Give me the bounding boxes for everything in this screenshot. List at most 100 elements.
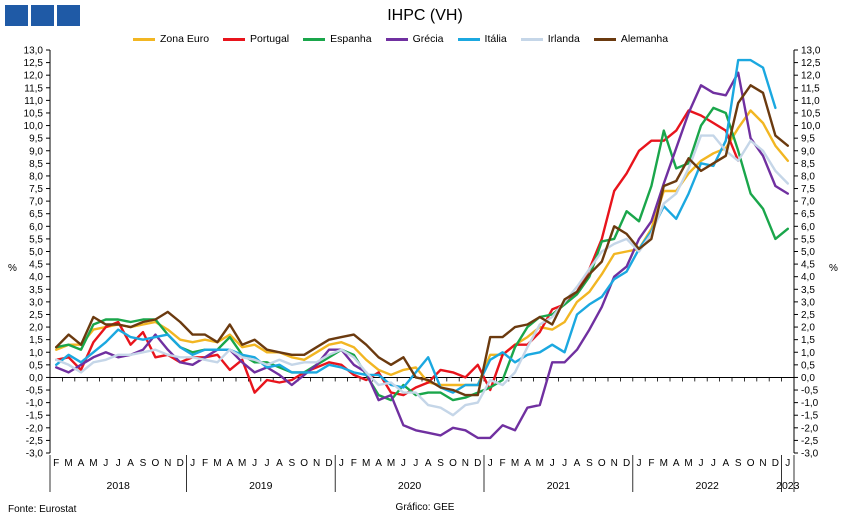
month-label: O: [598, 458, 606, 469]
y-tick-label-left: 12,5: [24, 58, 44, 69]
month-label: J: [103, 458, 108, 469]
month-label: M: [238, 458, 246, 469]
y-tick-label-left: 7,5: [29, 184, 43, 195]
month-label: F: [202, 458, 208, 469]
legend-swatch: [223, 37, 246, 41]
series-line: [55, 84, 789, 397]
y-tick-label-right: 4,0: [801, 272, 815, 283]
y-tick-label-right: -1,5: [801, 411, 819, 422]
series-line: [55, 71, 789, 440]
y-tick-label-left: -2,0: [26, 423, 44, 434]
month-label: M: [536, 458, 544, 469]
chart-credit: Gráfico: GEE: [395, 502, 455, 513]
month-label: J: [488, 458, 493, 469]
month-label: J: [339, 458, 344, 469]
month-label: A: [78, 458, 85, 469]
y-tick-label-left: 13,0: [24, 46, 44, 57]
month-label: N: [313, 458, 320, 469]
logo-block-2: [31, 5, 54, 26]
y-tick-label-left: 8,0: [29, 171, 43, 182]
y-tick-label-left: 8,5: [29, 159, 43, 170]
month-label: F: [351, 458, 357, 469]
y-tick-label-right: 0,5: [801, 360, 815, 371]
y-tick-label-left: 9,0: [29, 146, 43, 157]
month-label: J: [550, 458, 555, 469]
y-tick-label-left: 0,5: [29, 360, 43, 371]
chart-title: IHPC (VH): [387, 7, 463, 24]
y-axis-unit-right: %: [829, 263, 838, 274]
month-label: S: [140, 458, 147, 469]
y-tick-label-left: 11,0: [24, 96, 43, 107]
y-tick-label-right: 10,5: [801, 108, 821, 119]
y-tick-label-right: 11,0: [801, 96, 820, 107]
month-label: J: [413, 458, 418, 469]
month-label: M: [387, 458, 395, 469]
brand-logo: [5, 5, 80, 26]
y-tick-label-right: 7,5: [801, 184, 815, 195]
y-tick-label-right: 4,5: [801, 260, 815, 271]
y-tick-label-left: 3,0: [29, 297, 43, 308]
y-tick-label-right: -2,5: [801, 436, 819, 447]
month-label: A: [375, 458, 382, 469]
y-tick-label-left: 11,5: [24, 83, 43, 94]
y-tick-label-left: 10,0: [24, 121, 44, 132]
y-tick-label-right: 3,5: [801, 285, 815, 296]
y-tick-label-right: 6,5: [801, 209, 815, 220]
month-label: J: [785, 458, 790, 469]
y-tick-label-left: -1,0: [26, 398, 44, 409]
logo-block-1: [5, 5, 28, 26]
y-tick-label-right: -1,0: [801, 398, 819, 409]
year-label: 2019: [249, 480, 273, 492]
month-label: M: [511, 458, 519, 469]
y-tick-label-right: 7,0: [801, 197, 815, 208]
month-label: F: [53, 458, 59, 469]
legend-label: Grécia: [412, 33, 444, 45]
y-tick-label-left: 3,5: [29, 285, 43, 296]
month-label: D: [177, 458, 184, 469]
legend-swatch: [593, 37, 616, 41]
series-line: [55, 109, 789, 387]
month-label: D: [623, 458, 630, 469]
y-tick-label-right: 2,0: [801, 323, 815, 334]
y-tick-label-right: 13,0: [801, 46, 821, 57]
y-tick-label-left: 6,0: [29, 222, 43, 233]
month-label: J: [252, 458, 257, 469]
month-label: J: [265, 458, 270, 469]
y-tick-label-right: 8,0: [801, 171, 815, 182]
month-label: A: [673, 458, 680, 469]
y-tick-label-left: 2,5: [29, 310, 43, 321]
y-tick-label-left: 1,5: [29, 335, 43, 346]
legend-item: Itália: [457, 33, 507, 45]
legend-label: Irlanda: [547, 33, 580, 45]
month-label: S: [735, 458, 742, 469]
month-label: N: [611, 458, 618, 469]
month-label: M: [89, 458, 97, 469]
month-label: A: [127, 458, 134, 469]
legend-swatch: [457, 37, 480, 41]
legend-label: Alemanha: [620, 33, 669, 45]
y-tick-label-right: -2,0: [801, 423, 819, 434]
source-note: Fonte: Eurostat: [8, 504, 77, 515]
y-tick-label-right: 9,0: [801, 146, 815, 157]
month-label: F: [500, 458, 506, 469]
y-tick-label-left: 7,0: [29, 197, 43, 208]
legend-swatch: [385, 37, 408, 41]
y-tick-label-right: 11,5: [801, 83, 820, 94]
y-tick-label-right: -0,5: [801, 386, 819, 397]
month-label: D: [325, 458, 332, 469]
month-label: A: [524, 458, 531, 469]
y-tick-label-left: 5,0: [29, 247, 43, 258]
legend-item: Espanha: [303, 33, 372, 45]
y-tick-label-right: 12,0: [801, 71, 821, 82]
month-label: A: [276, 458, 283, 469]
month-label: J: [190, 458, 195, 469]
series-line: [55, 58, 777, 394]
y-tick-label-right: 0,0: [801, 373, 815, 384]
month-label: A: [574, 458, 581, 469]
month-label: M: [64, 458, 72, 469]
month-label: M: [362, 458, 370, 469]
month-label: J: [711, 458, 716, 469]
y-tick-label-right: 5,5: [801, 234, 815, 245]
month-label: M: [684, 458, 692, 469]
y-tick-label-left: 2,0: [29, 323, 43, 334]
